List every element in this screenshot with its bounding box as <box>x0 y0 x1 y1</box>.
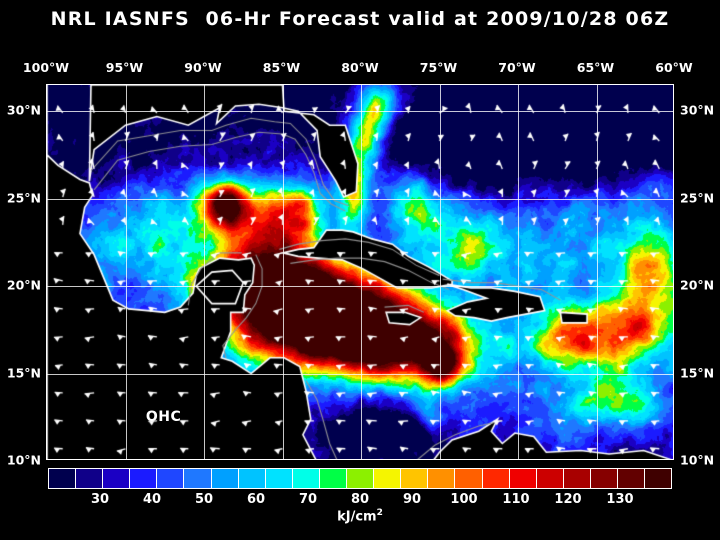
colorbar-tick-100: 100 <box>450 492 478 507</box>
colorbar-tick-80: 80 <box>350 492 370 507</box>
colorbar-segment-14 <box>428 469 456 488</box>
ohc-heatmap-canvas <box>47 85 673 459</box>
figure-title: NRL IASNFS 06-Hr Forecast valid at 2009/… <box>50 8 670 30</box>
colorbar-segment-1 <box>76 469 104 488</box>
gridline-lon--95 <box>125 85 127 459</box>
lat-label-left-10: 10°N <box>6 452 41 468</box>
lon-label--70: 70°W <box>498 60 536 75</box>
lat-label-right-20: 20°N <box>680 277 715 293</box>
lon-label--90: 90°W <box>184 60 222 75</box>
colorbar-segment-3 <box>130 469 158 488</box>
lon-label--65: 65°W <box>576 60 615 75</box>
colorbar-segment-11 <box>347 469 375 488</box>
lat-label-right-30: 30°N <box>680 102 715 118</box>
lat-label-right-15: 15°N <box>680 365 715 381</box>
gridline-lon--75 <box>439 85 441 459</box>
gridline-lat-30 <box>47 111 673 113</box>
gridline-lat-20 <box>47 286 673 288</box>
lon-label--75: 75°W <box>419 60 458 75</box>
colorbar-segment-19 <box>563 469 591 488</box>
gridline-lon--70 <box>518 85 519 459</box>
colorbar-segment-13 <box>401 469 429 488</box>
gridline-lon--65 <box>596 85 598 459</box>
lat-label-left-15: 15°N <box>6 365 41 381</box>
colorbar-tick-90: 90 <box>402 492 422 507</box>
colorbar-segment-9 <box>292 469 320 488</box>
colorbar-segment-6 <box>211 469 239 488</box>
colorbar-segment-16 <box>482 469 510 488</box>
colorbar-segment-15 <box>455 469 483 488</box>
lat-label-left-25: 25°N <box>6 190 41 206</box>
colorbar-segment-0 <box>49 469 77 488</box>
gridline-lon--85 <box>282 85 284 459</box>
lon-label--60: 60°W <box>655 60 693 75</box>
map-plot-area: OHC <box>46 84 674 460</box>
colorbar-units-text: kJ/cm <box>337 509 377 525</box>
gridline-lat-25 <box>47 198 673 200</box>
lat-label-right-25: 25°N <box>680 190 715 206</box>
colorbar-segment-2 <box>103 469 131 488</box>
colorbar-segment-10 <box>319 469 348 488</box>
colorbar-segment-7 <box>238 469 266 488</box>
lat-label-left-30: 30°N <box>6 102 41 118</box>
colorbar-tick-130: 130 <box>606 492 634 507</box>
lat-label-right-10: 10°N <box>680 452 715 468</box>
colorbar-units-exponent: 2 <box>376 508 383 518</box>
colorbar-segment-17 <box>509 469 537 488</box>
colorbar-tick-40: 40 <box>142 492 162 507</box>
colorbar-tick-50: 50 <box>194 492 214 507</box>
colorbar-segment-22 <box>645 469 672 488</box>
colorbar-segment-8 <box>265 469 293 488</box>
lon-label--100: 100°W <box>22 60 70 75</box>
colorbar-segment-21 <box>617 469 646 488</box>
gridline-lon--80 <box>361 85 362 459</box>
colorbar-segment-4 <box>157 469 185 488</box>
lon-label--85: 85°W <box>262 60 301 75</box>
colorbar-segment-5 <box>184 469 212 488</box>
lon-label--80: 80°W <box>341 60 379 75</box>
colorbar-tick-30: 30 <box>90 492 110 507</box>
colorbar-tick-120: 120 <box>554 492 582 507</box>
colorbar-segment-12 <box>374 469 402 488</box>
colorbar-tick-60: 60 <box>246 492 266 507</box>
colorbar <box>48 468 672 489</box>
gridline-lat-15 <box>47 373 673 375</box>
lon-label--95: 95°W <box>105 60 144 75</box>
colorbar-units-label: kJ/cm2 <box>0 508 720 524</box>
colorbar-segment-20 <box>590 469 618 488</box>
lat-label-left-20: 20°N <box>6 277 41 293</box>
gridline-lon--90 <box>204 85 205 459</box>
colorbar-tick-70: 70 <box>298 492 318 507</box>
colorbar-segment-18 <box>536 469 564 488</box>
colorbar-tick-110: 110 <box>502 492 530 507</box>
ohc-annotation-label: OHC <box>145 408 182 425</box>
